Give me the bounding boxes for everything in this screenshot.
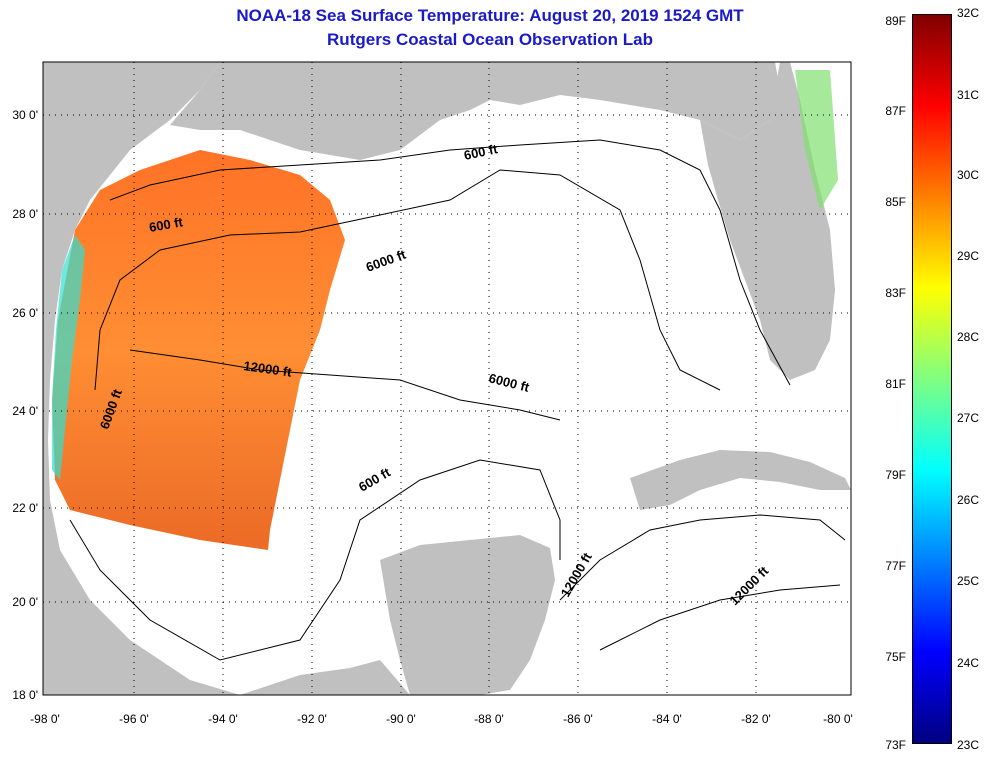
celsius-label: 23C — [957, 738, 980, 752]
celsius-label: 26C — [957, 493, 980, 507]
temperature-colorbar — [912, 14, 952, 744]
contour-12000 — [129, 349, 561, 421]
map-subtitle: Rutgers Coastal Ocean Observation Lab — [327, 30, 653, 49]
land-florida — [700, 62, 835, 380]
celsius-label: 28C — [957, 330, 980, 344]
lat-label: 24 0' — [12, 404, 38, 418]
fahrenheit-label: 73F — [885, 738, 906, 752]
lat-label: 26 0' — [12, 306, 38, 320]
land-west — [43, 62, 240, 695]
fahrenheit-label: 87F — [885, 104, 906, 118]
lon-label: -86 0' — [563, 712, 593, 726]
fahrenheit-label: 89F — [885, 14, 906, 28]
lon-label: -94 0' — [208, 712, 238, 726]
lat-label: 22 0' — [12, 501, 38, 515]
celsius-label: 31C — [957, 88, 980, 102]
lon-label: -98 0' — [30, 712, 60, 726]
lat-label: 18 0' — [12, 688, 38, 702]
celsius-label: 25C — [957, 574, 980, 588]
contour-label-12000-west: 12000 ft — [243, 358, 294, 380]
land-cuba — [630, 450, 851, 510]
lon-label: -82 0' — [741, 712, 771, 726]
sst-florida-patch — [795, 70, 838, 210]
fahrenheit-label: 81F — [885, 377, 906, 391]
lon-label: -84 0' — [652, 712, 682, 726]
lat-label: 28 0' — [12, 207, 38, 221]
sst-data-patch — [52, 150, 345, 550]
contour-600-south — [69, 459, 561, 661]
land-north — [170, 62, 780, 160]
celsius-label: 24C — [957, 656, 980, 670]
lat-label: 20 0' — [12, 595, 38, 609]
fahrenheit-label: 85F — [885, 195, 906, 209]
contour-label-600-north: 600 ft — [463, 141, 500, 163]
fahrenheit-label: 79F — [885, 468, 906, 482]
lon-label: -96 0' — [119, 712, 149, 726]
contour-600-north — [109, 139, 791, 386]
celsius-label: 30C — [957, 168, 980, 182]
land-yucatan — [380, 535, 555, 695]
lon-label: -90 0' — [386, 712, 416, 726]
celsius-label: 29C — [957, 249, 980, 263]
celsius-label: 27C — [957, 411, 980, 425]
fahrenheit-label: 77F — [885, 559, 906, 573]
map-title: NOAA-18 Sea Surface Temperature: August … — [236, 6, 744, 25]
land-central-america — [240, 660, 410, 695]
contour-6000 — [94, 169, 721, 391]
fahrenheit-label: 75F — [885, 650, 906, 664]
lon-label: -92 0' — [297, 712, 327, 726]
contour-label-600-west: 600 ft — [148, 214, 185, 235]
lon-label: -80 0' — [823, 712, 853, 726]
map-frame — [42, 61, 852, 696]
contour-caribbean — [559, 514, 846, 651]
lon-label: -88 0' — [474, 712, 504, 726]
sst-coastal-cool — [52, 235, 85, 480]
fahrenheit-label: 83F — [885, 286, 906, 300]
lat-label: 30 0' — [12, 108, 38, 122]
celsius-label: 32C — [957, 6, 980, 20]
